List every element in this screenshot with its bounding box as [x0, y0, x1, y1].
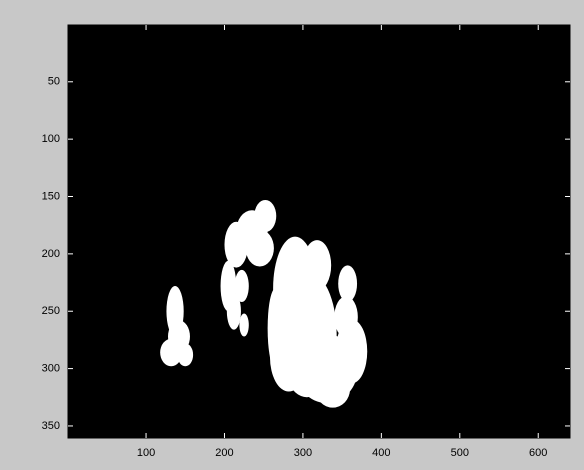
- y-tick-label: 350: [42, 420, 60, 432]
- x-tick-label: 500: [451, 447, 469, 459]
- y-tick-label: 250: [42, 305, 60, 317]
- figure: 100 200 300 400 500 600 50 100 150 200 250 300 350: [0, 0, 584, 470]
- y-tick-label: 50: [48, 76, 60, 88]
- x-tick-label: 200: [215, 447, 233, 459]
- y-tick-label: 200: [42, 248, 60, 260]
- y-tick-label: 150: [42, 190, 60, 202]
- x-tick-label: 300: [294, 447, 312, 459]
- y-tick-label: 100: [42, 133, 60, 145]
- y-tick-label: 300: [42, 362, 60, 374]
- x-tick-label: 600: [529, 447, 547, 459]
- x-tick-label: 100: [137, 447, 155, 459]
- x-tick-label: 400: [372, 447, 390, 459]
